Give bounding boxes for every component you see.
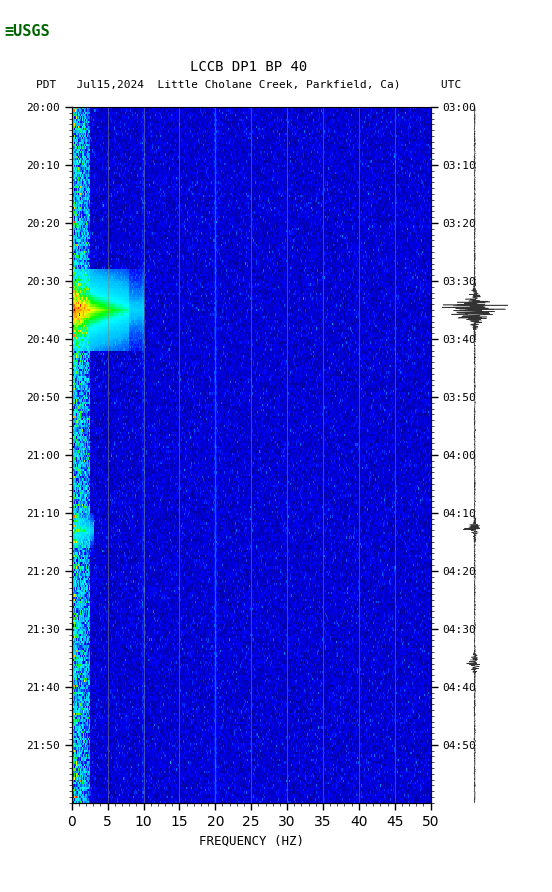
X-axis label: FREQUENCY (HZ): FREQUENCY (HZ)	[199, 834, 304, 847]
Text: ≡USGS: ≡USGS	[4, 24, 50, 38]
Text: PDT   Jul15,2024  Little Cholane Creek, Parkfield, Ca)      UTC: PDT Jul15,2024 Little Cholane Creek, Par…	[36, 79, 461, 90]
Text: LCCB DP1 BP 40: LCCB DP1 BP 40	[190, 60, 307, 74]
